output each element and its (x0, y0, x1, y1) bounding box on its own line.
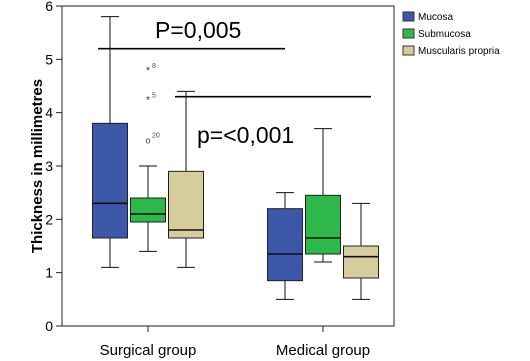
outlier-marker: o (145, 135, 150, 145)
x-tick-label: Medical group (276, 342, 370, 359)
y-tick-label: 6 (45, 0, 53, 14)
box-submucosa (305, 128, 341, 263)
y-axis-label: Thickness in millimetres (29, 79, 46, 253)
y-tick-label: 5 (45, 51, 53, 67)
box-iqr (168, 170, 204, 239)
outliers: * 8* 5o 20 (145, 63, 159, 145)
significance-lines (98, 47, 371, 98)
y-tick-label: 2 (45, 211, 53, 227)
x-axis-ticks: Surgical group Medical group (100, 326, 370, 359)
box-iqr (130, 197, 166, 223)
box-muscularis-propria (343, 202, 379, 300)
y-axis-ticks: 0 1 2 3 4 5 6 (45, 0, 62, 334)
y-tick-label: 1 (45, 265, 53, 281)
box-mucosa (267, 192, 303, 300)
outlier-label: 8 (152, 63, 156, 70)
y-tick-label: 4 (45, 105, 53, 121)
box-submucosa (130, 165, 166, 252)
box-mucosa (92, 16, 128, 268)
significance-label: P=0,005 (155, 17, 241, 43)
y-tick-label: 0 (45, 318, 53, 334)
x-tick-label: Surgical group (100, 342, 197, 359)
legend-label-submucosa: Submucosa (418, 29, 471, 40)
significance-annotations: P=0,005 p=<0,001 (155, 17, 294, 148)
box-iqr (343, 245, 379, 279)
legend-swatch-mucosa (402, 11, 415, 22)
box-iqr (305, 194, 341, 255)
legend-swatch-muscularis (402, 45, 415, 56)
y-tick-label: 3 (45, 158, 53, 174)
outlier-marker: * (146, 94, 151, 106)
significance-label: p=<0,001 (197, 122, 294, 148)
outlier-label: 20 (152, 132, 160, 139)
box-muscularis-propria (168, 90, 204, 268)
legend-swatch-submucosa (402, 28, 415, 39)
outlier-label: 5 (152, 92, 156, 99)
box-iqr (92, 122, 128, 239)
legend-label-mucosa: Mucosa (418, 12, 453, 23)
legend: Mucosa Submucosa Muscularis propria (402, 11, 500, 57)
box-iqr (267, 208, 303, 282)
outlier-marker: * (146, 65, 151, 77)
box-series (92, 16, 379, 300)
legend-label-muscularis: Muscularis propria (418, 46, 500, 57)
